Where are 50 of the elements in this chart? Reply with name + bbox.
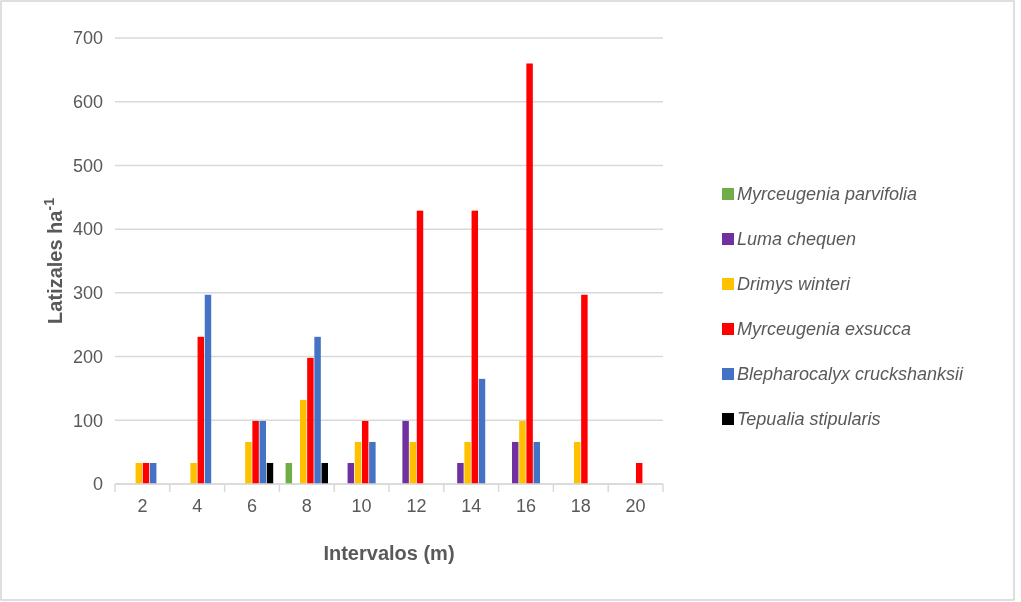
bar	[197, 336, 205, 484]
bar	[519, 420, 526, 484]
bar	[526, 63, 533, 484]
x-tick-label: 8	[301, 496, 312, 516]
legend-label: Myrceugenia parvifolia	[737, 184, 918, 205]
y-tick-label: 100	[72, 410, 103, 431]
bar	[190, 462, 197, 484]
y-tick-label: 200	[72, 346, 103, 367]
legend-label: Luma chequen	[737, 229, 857, 250]
bar	[299, 399, 307, 484]
bar	[361, 420, 369, 484]
x-tick-label: 16	[515, 496, 537, 516]
y-tick-label: 0	[92, 474, 103, 495]
bar	[402, 420, 409, 484]
x-tick-label: 20	[625, 496, 646, 516]
bar	[245, 441, 252, 484]
x-tick-label: 2	[137, 496, 148, 516]
legend-label: Tepualia stipularis	[737, 409, 881, 430]
bar	[573, 441, 581, 484]
bar	[314, 336, 321, 484]
bar	[416, 210, 424, 484]
y-tick-label: 600	[72, 92, 103, 113]
bar	[471, 210, 479, 484]
x-tick-label: 10	[351, 496, 372, 516]
bar	[581, 294, 588, 484]
x-tick-label: 18	[570, 496, 591, 516]
bar	[464, 441, 471, 484]
bar	[354, 441, 362, 484]
bar	[204, 294, 212, 484]
x-axis-title: Intervalos (m)	[323, 542, 455, 564]
x-tick-label: 4	[192, 496, 203, 516]
legend-label: Myrceugenia exsucca	[737, 319, 912, 340]
bar	[409, 441, 417, 484]
y-tick-label: 700	[72, 28, 103, 49]
legend-label: Blepharocalyx cruckshanksii	[737, 364, 965, 385]
bar	[511, 441, 519, 484]
bar	[533, 441, 541, 484]
legend-label: Drimys winteri	[737, 274, 851, 295]
bar	[259, 420, 267, 484]
x-tick-label: 14	[461, 496, 482, 516]
x-tick-label: 6	[246, 496, 258, 516]
y-tick-label: 500	[72, 155, 103, 176]
bar	[457, 462, 464, 484]
bar	[307, 357, 314, 484]
bar	[252, 420, 259, 484]
bar	[478, 378, 486, 484]
y-tick-label: 400	[72, 219, 103, 240]
bar	[369, 441, 376, 484]
x-tick-label: 12	[406, 496, 427, 516]
y-tick-label: 300	[72, 283, 103, 304]
